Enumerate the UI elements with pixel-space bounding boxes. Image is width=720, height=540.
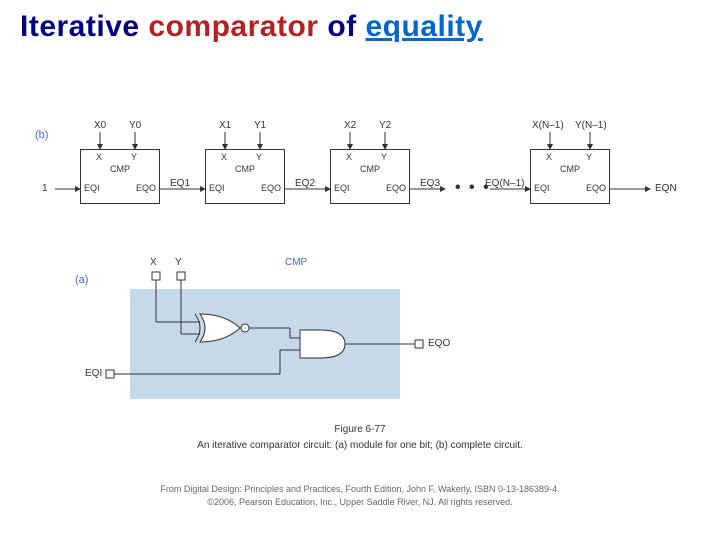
source-line2: ©2006, Pearson Education, Inc., Upper Sa… [0,497,720,507]
title-w1: Iterative [20,10,140,43]
m0-y: Y0 [129,120,141,131]
cmp-module-2: X Y CMP EQI EQO [330,149,410,204]
box-x: X [96,152,102,162]
box-x: X [546,152,552,162]
cmp-module-n: X Y CMP EQI EQO [530,149,610,204]
box-y: Y [381,152,387,162]
pa-cmp: CMP [285,257,307,268]
mn-y: Y(N–1) [575,120,607,131]
box-eqi: EQI [209,183,225,193]
box-cmp: CMP [110,164,130,174]
box-eqi: EQI [534,183,550,193]
m0-x: X0 [94,120,106,131]
m0-out: EQ1 [170,178,190,189]
input-1: 1 [42,183,48,194]
mn-x: X(N–1) [532,120,564,131]
title-w2: comparator [148,10,318,43]
box-eqo: EQO [136,183,156,193]
box-eqo: EQO [386,183,406,193]
m1-out: EQ2 [295,178,315,189]
m2-out: EQ3 [420,178,440,189]
m2-y: Y2 [379,120,391,131]
box-cmp: CMP [235,164,255,174]
figure-caption: An iterative comparator circuit: (a) mod… [0,440,720,451]
m2-x: X2 [344,120,356,131]
title-w4: equality [365,10,482,43]
pa-eqo: EQO [428,338,450,349]
box-x: X [346,152,352,162]
mn-out: EQN [655,183,677,194]
box-eqo: EQO [586,183,606,193]
box-y: Y [256,152,262,162]
title-w3: of [327,10,356,43]
box-eqo: EQO [261,183,281,193]
figure-number: Figure 6-77 [0,424,720,435]
cmp-module-0: X Y CMP EQI EQO [80,149,160,204]
page-title: Iterative comparator of equality [0,0,720,54]
box-x: X [221,152,227,162]
box-y: Y [586,152,592,162]
pa-x: X [150,257,157,268]
pa-y: Y [175,257,182,268]
box-y: Y [131,152,137,162]
cmp-module-1: X Y CMP EQI EQO [205,149,285,204]
source-line1: From Digital Design: Principles and Prac… [0,484,720,494]
box-cmp: CMP [560,164,580,174]
mn-prev: EQ(N–1) [485,178,524,189]
diagram-area: (b) X Y CMP EQ [0,54,720,534]
box-eqi: EQI [84,183,100,193]
m1-y: Y1 [254,120,266,131]
m1-x: X1 [219,120,231,131]
box-cmp: CMP [360,164,380,174]
box-eqi: EQI [334,183,350,193]
pa-eqi: EQI [85,368,102,379]
